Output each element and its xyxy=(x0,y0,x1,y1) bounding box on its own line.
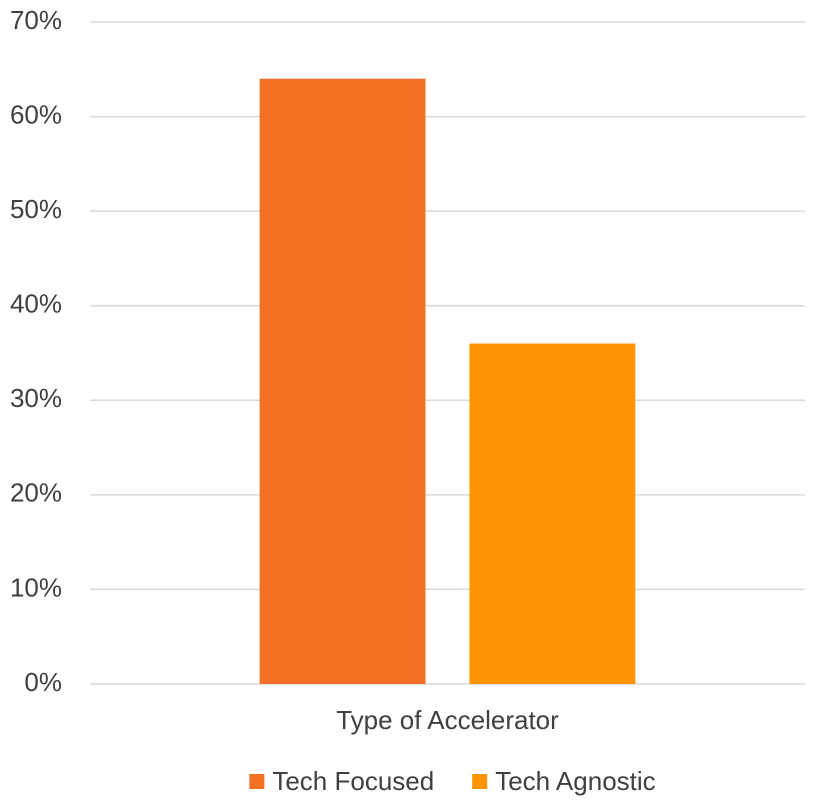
bar xyxy=(259,78,426,684)
y-tick-label: 20% xyxy=(10,478,62,508)
x-axis-category-label: Type of Accelerator xyxy=(336,705,559,735)
y-tick-label: 40% xyxy=(10,289,62,319)
legend-swatch xyxy=(472,774,488,789)
legend-label: Tech Focused xyxy=(272,766,434,796)
bar xyxy=(469,343,636,684)
y-tick-label: 60% xyxy=(10,99,62,129)
y-tick-label: 50% xyxy=(10,194,62,224)
y-tick-label: 10% xyxy=(10,572,62,602)
y-tick-label: 30% xyxy=(10,383,62,413)
legend-label: Tech Agnostic xyxy=(495,766,655,796)
y-tick-label: 0% xyxy=(24,667,62,697)
legend-swatch xyxy=(249,774,265,789)
y-tick-label: 70% xyxy=(10,5,62,35)
